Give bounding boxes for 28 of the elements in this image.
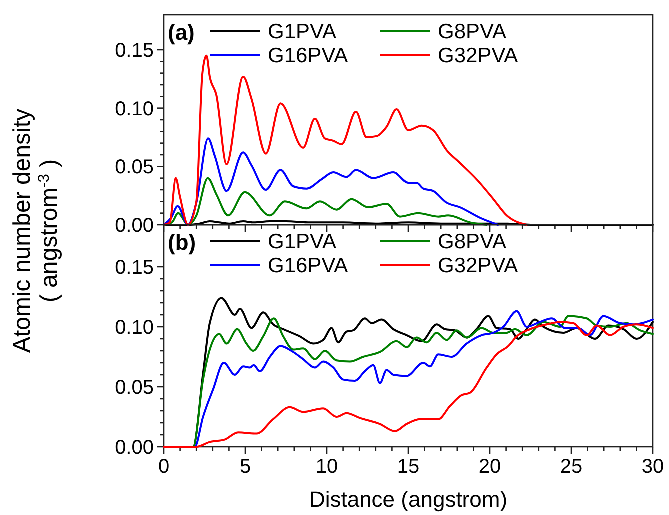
y-tick-label: 0.15 bbox=[115, 40, 154, 62]
x-tick-label: 25 bbox=[560, 456, 583, 478]
y-tick-label: 0.15 bbox=[115, 257, 154, 279]
x-tick-label: 10 bbox=[316, 456, 338, 478]
x-tick-label: 5 bbox=[240, 456, 252, 478]
y-tick-label: 0.10 bbox=[115, 98, 154, 120]
legend-label: G8PVA bbox=[438, 230, 506, 254]
legend-label: G1PVA bbox=[268, 20, 336, 44]
legend-label: G8PVA bbox=[438, 20, 506, 44]
x-tick-label: 0 bbox=[158, 456, 170, 478]
y-tick-label: 0.00 bbox=[115, 437, 154, 459]
y-tick-label: 0.05 bbox=[115, 156, 154, 179]
legend-label: G32PVA bbox=[438, 44, 518, 68]
legend-label: G16PVA bbox=[268, 44, 348, 68]
line-series bbox=[163, 177, 488, 226]
legend-label: G16PVA bbox=[268, 254, 348, 278]
legend-label: G1PVA bbox=[268, 230, 336, 254]
x-axis-title: Distance (angstrom) bbox=[309, 487, 508, 512]
legend-label: G32PVA bbox=[438, 254, 518, 278]
x-tick-label: 15 bbox=[397, 456, 420, 478]
annotation: (a) bbox=[168, 20, 195, 45]
annotation: (b) bbox=[168, 230, 196, 255]
x-tick-label: 20 bbox=[478, 456, 502, 478]
x-tick-label: 30 bbox=[642, 456, 664, 478]
line-series bbox=[163, 138, 500, 226]
y-tick-label: 0.05 bbox=[115, 377, 154, 399]
y-tick-label: 0.10 bbox=[115, 317, 154, 339]
y-tick-label: 0.00 bbox=[115, 215, 154, 237]
